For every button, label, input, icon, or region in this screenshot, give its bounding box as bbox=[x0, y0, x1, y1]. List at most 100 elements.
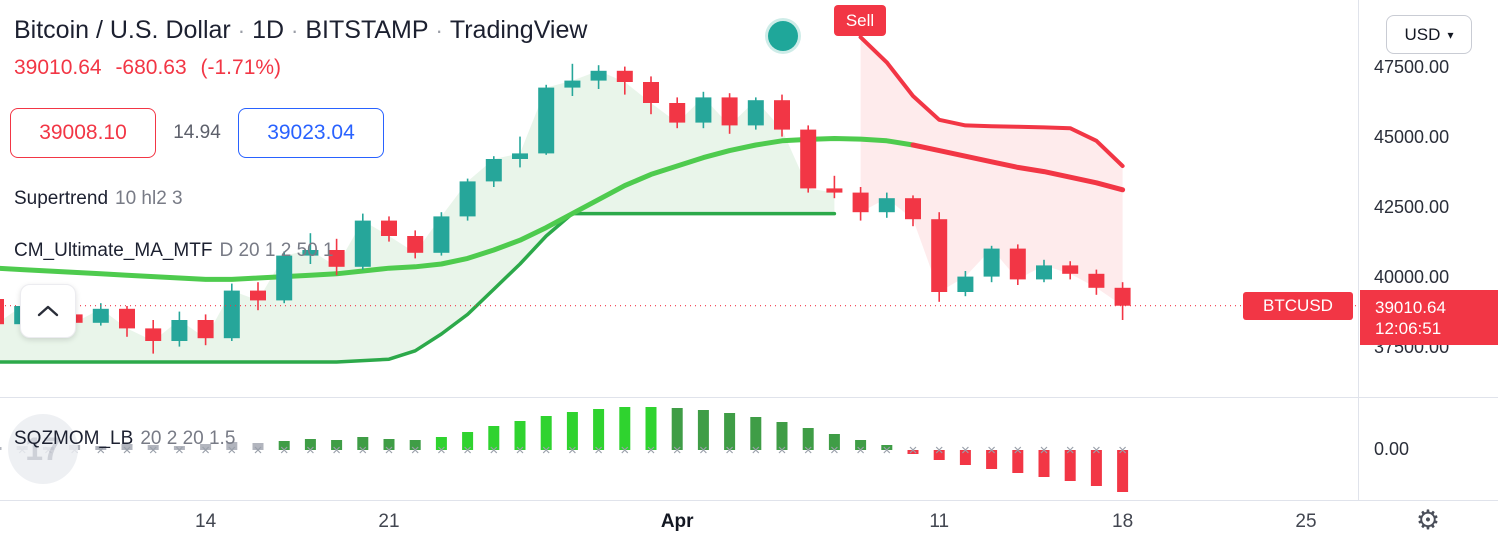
candle-body bbox=[171, 320, 188, 341]
momentum-bar bbox=[724, 413, 736, 450]
separator-dot: · bbox=[435, 18, 443, 43]
candle-body bbox=[774, 100, 790, 130]
momentum-bar bbox=[331, 440, 343, 450]
supertrend-up-fill bbox=[0, 70, 835, 362]
candle-body bbox=[1114, 287, 1131, 306]
candle-body bbox=[354, 220, 371, 267]
candle-body bbox=[92, 308, 109, 323]
supertrend-down-fill bbox=[860, 37, 1123, 306]
candle-body bbox=[878, 198, 895, 213]
candle-body bbox=[538, 87, 555, 154]
candle-body bbox=[302, 250, 319, 256]
candle-body bbox=[197, 320, 214, 339]
momentum-bar bbox=[907, 450, 919, 454]
bid-button[interactable]: 39008.10 bbox=[10, 108, 156, 158]
squeeze-marker-icon bbox=[647, 446, 655, 454]
indicator-supertrend[interactable]: Supertrend 10 hl2 3 bbox=[14, 188, 183, 210]
brand-name: TradingView bbox=[449, 16, 588, 44]
supertrend-up-line bbox=[0, 211, 837, 364]
squeeze-marker-icon bbox=[464, 446, 472, 454]
collapse-pane-button[interactable] bbox=[20, 284, 76, 338]
price-change: -680.63 bbox=[115, 56, 187, 79]
candle-body bbox=[564, 80, 581, 88]
squeeze-marker-icon bbox=[1014, 446, 1022, 454]
momentum-bar bbox=[776, 422, 788, 450]
indicator-cm-ultimate-ma[interactable]: CM_Ultimate_MA_MTF D 20 1 2 50 1 bbox=[14, 240, 334, 262]
momentum-bar bbox=[409, 440, 421, 450]
x-axis-label: 21 bbox=[378, 511, 400, 532]
squeeze-marker-icon bbox=[280, 446, 288, 454]
symbol-title[interactable]: Bitcoin / U.S. Dollar · 1D · BITSTAMP · Tradin… bbox=[14, 16, 587, 45]
momentum-bar bbox=[671, 408, 683, 450]
candle-body bbox=[145, 328, 162, 341]
price-change-percent: (-1.71%) bbox=[200, 56, 282, 79]
candle-body bbox=[669, 103, 686, 123]
symbol-price-badge: BTCUSD bbox=[1243, 292, 1353, 320]
panel-separator[interactable] bbox=[0, 397, 1498, 398]
bar-countdown: 12:06:51 bbox=[1375, 319, 1442, 338]
sell-signal-badge: Sell bbox=[834, 5, 886, 36]
time-axis-separator bbox=[0, 500, 1498, 501]
momentum-bar bbox=[1090, 450, 1102, 486]
last-price: 39010.64 bbox=[14, 56, 102, 79]
momentum-bar bbox=[1117, 450, 1129, 492]
squeeze-marker-icon bbox=[123, 446, 131, 454]
candle-body bbox=[407, 236, 424, 253]
candle-body bbox=[381, 220, 397, 236]
settings-gear-icon[interactable]: ⚙ bbox=[1415, 504, 1441, 535]
momentum-bar bbox=[855, 440, 867, 450]
indicator-name: CM_Ultimate_MA_MTF bbox=[14, 240, 213, 261]
watermark-text: 17 bbox=[25, 430, 61, 467]
squeeze-marker-icon bbox=[202, 446, 210, 454]
candle-body bbox=[695, 97, 712, 123]
watermark-circle: 17 bbox=[8, 414, 78, 484]
candle-body bbox=[0, 299, 4, 325]
momentum-bar bbox=[593, 409, 605, 450]
momentum-bar bbox=[173, 446, 185, 450]
candle-body bbox=[433, 216, 450, 253]
indicator-name: SQZMOM_LB bbox=[14, 428, 134, 449]
ask-button[interactable]: 39023.04 bbox=[238, 108, 384, 158]
currency-selector[interactable]: USD ▾ bbox=[1386, 15, 1472, 54]
time-axis[interactable]: 14 21 Apr 11 18 25 bbox=[0, 500, 1498, 551]
candle-body bbox=[485, 159, 502, 182]
y-axis-label: 47500.00 bbox=[1374, 57, 1450, 77]
candle-body bbox=[512, 153, 528, 159]
timeframe[interactable]: 1D bbox=[252, 16, 285, 44]
momentum-bar bbox=[645, 407, 657, 450]
candle-body bbox=[616, 70, 633, 82]
squeeze-marker-icon bbox=[830, 446, 838, 454]
candle-body bbox=[983, 248, 1000, 277]
momentum-bar bbox=[147, 445, 159, 450]
candle-body bbox=[119, 308, 135, 329]
candle-body bbox=[1036, 265, 1052, 280]
price-scale[interactable]: 47500.00 45000.00 42500.00 40000.00 37500.00… bbox=[1358, 0, 1498, 500]
squeeze-marker-icon bbox=[97, 446, 105, 454]
ask-price: 39023.04 bbox=[267, 121, 355, 144]
symbol-name[interactable]: Bitcoin / U.S. Dollar bbox=[14, 16, 231, 44]
squeeze-marker-icon bbox=[621, 446, 629, 454]
candle-body bbox=[826, 188, 843, 193]
indicator-params: 20 2 20 1.5 bbox=[140, 428, 236, 449]
squeeze-marker-icon bbox=[516, 446, 524, 454]
currency-value: USD bbox=[1404, 24, 1441, 44]
momentum-bar bbox=[566, 412, 578, 450]
momentum-bar bbox=[1064, 450, 1076, 481]
price-scale-separator bbox=[1358, 0, 1359, 500]
indicator-sqzmom[interactable]: SQZMOM_LB 20 2 20 1.5 bbox=[14, 428, 235, 450]
candle-body bbox=[905, 198, 921, 220]
market-status-dot bbox=[768, 21, 798, 51]
candle-body bbox=[223, 290, 240, 339]
x-axis-label: 11 bbox=[929, 511, 950, 532]
price-chart-canvas[interactable] bbox=[0, 0, 1358, 500]
momentum-bar bbox=[540, 416, 552, 450]
momentum-bar bbox=[95, 446, 107, 450]
momentum-bar bbox=[1038, 450, 1050, 477]
current-price-value: 39010.64 bbox=[1375, 298, 1446, 317]
momentum-bar bbox=[252, 443, 264, 450]
momentum-bar bbox=[121, 444, 133, 450]
x-axis-label: 18 bbox=[1112, 511, 1134, 532]
momentum-bar bbox=[0, 447, 2, 450]
indicator-name: Supertrend bbox=[14, 188, 109, 209]
squeeze-marker-icon bbox=[595, 446, 603, 454]
